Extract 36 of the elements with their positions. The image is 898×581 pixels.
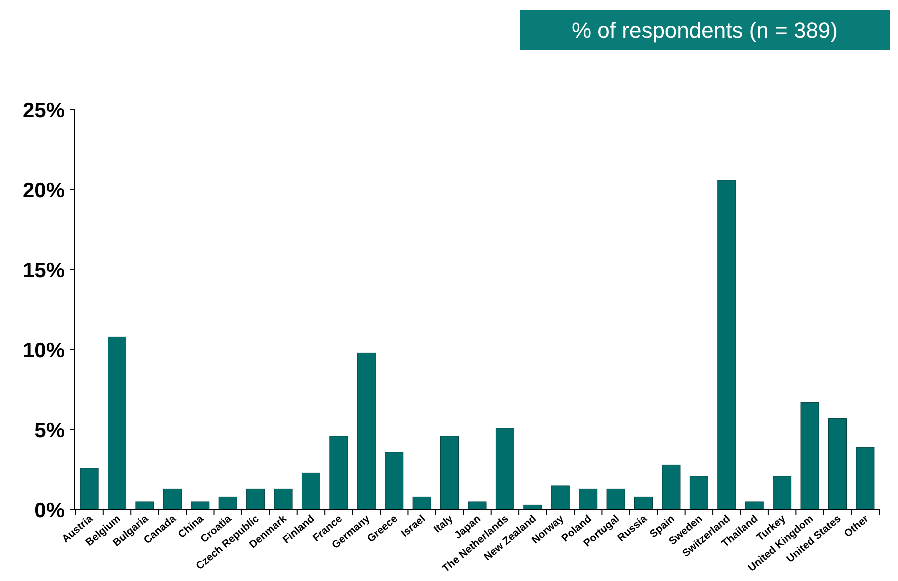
chart-title: % of respondents (n = 389) <box>572 18 838 43</box>
bar <box>828 418 847 510</box>
y-tick-label: 5% <box>34 419 66 442</box>
y-tick-label: 25% <box>22 99 66 122</box>
bar <box>496 428 514 510</box>
bar <box>246 488 266 510</box>
bar <box>80 468 99 510</box>
bar <box>191 502 210 510</box>
bar <box>218 496 238 510</box>
bar <box>690 476 708 510</box>
y-tick-label: 0% <box>34 499 66 522</box>
y-tick-label: 20% <box>22 179 66 202</box>
bar <box>385 452 404 510</box>
bar <box>302 472 320 510</box>
bar <box>856 447 875 510</box>
bar <box>551 486 570 510</box>
bar <box>606 488 626 510</box>
bar <box>745 502 764 510</box>
bar <box>468 502 487 510</box>
bar <box>136 502 154 510</box>
bar <box>274 488 293 510</box>
bar <box>108 336 127 510</box>
bar <box>163 488 182 510</box>
bar <box>634 496 654 510</box>
bar <box>330 436 348 510</box>
bar <box>357 352 376 510</box>
bar <box>412 496 432 510</box>
x-tick-label: Italy <box>432 513 456 536</box>
bar <box>662 464 681 510</box>
bar <box>440 436 460 510</box>
bar <box>718 180 736 510</box>
bar <box>773 476 792 510</box>
y-tick-label: 15% <box>22 259 66 282</box>
bar <box>579 488 598 510</box>
bar <box>800 402 820 510</box>
y-tick-label: 10% <box>22 339 66 362</box>
